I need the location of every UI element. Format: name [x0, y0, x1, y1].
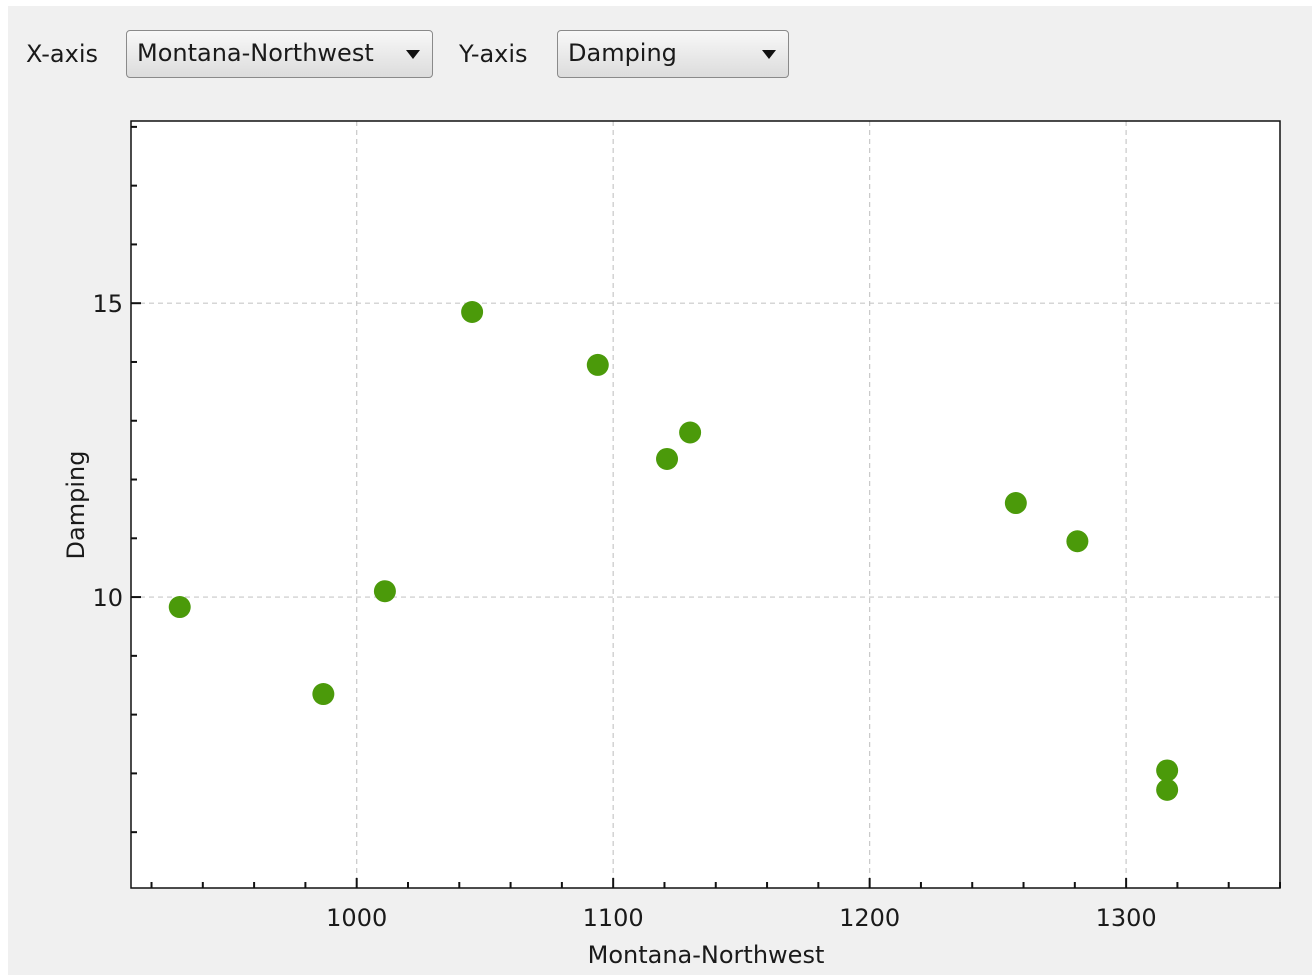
data-points: [168, 301, 1179, 801]
chevron-down-icon: [762, 50, 776, 59]
data-point: [1156, 778, 1179, 801]
data-point: [312, 683, 335, 706]
y-tick-label: 10: [92, 584, 123, 612]
axis-ticks: 1000 1100 1200 1300 10 15: [92, 125, 1281, 932]
data-point: [1156, 759, 1179, 782]
y-axis-title: Damping: [62, 451, 90, 560]
grid-lines-front: [131, 121, 1280, 888]
data-point: [1066, 530, 1089, 553]
data-point: [461, 301, 484, 324]
y-tick-label: 15: [92, 290, 123, 318]
x-axis-label: X-axis: [26, 40, 98, 68]
data-point: [586, 353, 609, 376]
x-tick-label: 1200: [839, 904, 900, 932]
y-axis-label: Y-axis: [459, 40, 528, 68]
data-point: [656, 447, 679, 470]
plot-border: [130, 120, 1281, 889]
x-tick-label: 1000: [326, 904, 387, 932]
x-tick-label: 1300: [1096, 904, 1157, 932]
data-point: [679, 421, 702, 444]
x-axis-select[interactable]: Montana-Northwest: [126, 30, 433, 78]
data-point: [373, 580, 396, 603]
plot-frame: [131, 121, 1280, 888]
axis-selector-toolbar: X-axis Montana-Northwest Y-axis Damping: [8, 6, 1312, 90]
data-point: [1004, 492, 1027, 515]
y-axis-select[interactable]: Damping: [557, 30, 789, 78]
y-axis-select-value: Damping: [568, 39, 677, 67]
data-point: [168, 596, 191, 619]
x-axis-select-value: Montana-Northwest: [137, 39, 374, 67]
x-tick-label: 1100: [583, 904, 644, 932]
chevron-down-icon: [406, 50, 420, 59]
x-axis-title: Montana-Northwest: [588, 941, 825, 969]
